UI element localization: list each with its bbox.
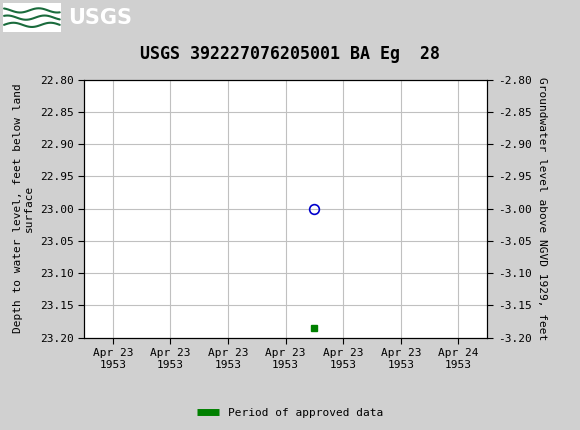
Y-axis label: Depth to water level, feet below land
surface: Depth to water level, feet below land su… xyxy=(13,84,34,333)
Text: USGS 392227076205001 BA Eg  28: USGS 392227076205001 BA Eg 28 xyxy=(140,45,440,63)
Text: USGS: USGS xyxy=(68,8,132,28)
Legend: Period of approved data: Period of approved data xyxy=(193,403,387,422)
Y-axis label: Groundwater level above NGVD 1929, feet: Groundwater level above NGVD 1929, feet xyxy=(537,77,547,340)
Bar xyxy=(3,3,61,32)
